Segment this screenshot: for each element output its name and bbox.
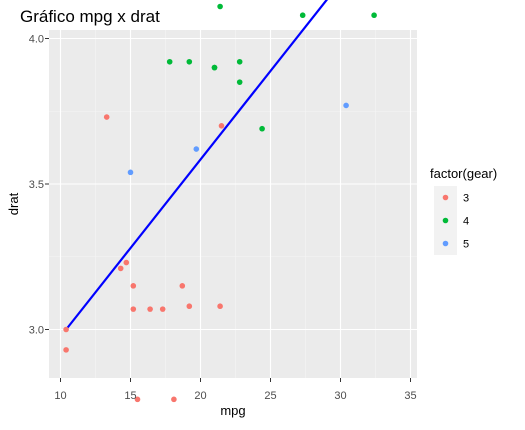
y-axis-title: drat bbox=[6, 192, 21, 215]
x-tick-label: 10 bbox=[54, 390, 66, 402]
data-point-gear-4 bbox=[236, 79, 243, 85]
data-point-gear-5 bbox=[193, 146, 200, 152]
legend-title: factor(gear) bbox=[430, 166, 497, 181]
plot-panel bbox=[49, 30, 417, 378]
data-points bbox=[63, 3, 377, 403]
data-point-gear-3 bbox=[63, 347, 69, 353]
data-point-gear-3 bbox=[134, 396, 141, 403]
data-point-gear-3 bbox=[117, 265, 124, 272]
trend-line-group bbox=[65, 0, 329, 331]
data-point-gear-3 bbox=[171, 396, 177, 403]
legend-key-gear-4 bbox=[442, 217, 449, 224]
legend-items: 3 4 5 bbox=[434, 186, 469, 255]
major-gridlines bbox=[49, 30, 417, 378]
data-point-gear-3 bbox=[217, 303, 223, 310]
x-tick-label: 15 bbox=[124, 390, 136, 402]
data-point-gear-3 bbox=[186, 303, 193, 310]
data-point-gear-4 bbox=[211, 64, 218, 71]
x-axis-title: mpg bbox=[220, 403, 245, 418]
data-point-gear-3 bbox=[130, 306, 137, 312]
trend-line bbox=[65, 0, 329, 331]
data-point-gear-4 bbox=[186, 58, 193, 65]
y-tick-label: 4.0 bbox=[29, 34, 44, 46]
data-point-gear-3 bbox=[63, 326, 69, 333]
data-point-gear-3 bbox=[179, 283, 186, 289]
data-point-gear-5 bbox=[127, 169, 134, 176]
data-point-gear-3 bbox=[103, 114, 110, 120]
legend-label-gear-3: 3 bbox=[463, 193, 469, 205]
data-point-gear-3 bbox=[123, 259, 130, 266]
legend: factor(gear) 3 4 5 bbox=[430, 166, 497, 255]
data-point-gear-4 bbox=[166, 58, 173, 65]
x-tick-label: 35 bbox=[404, 390, 416, 402]
x-tick-label: 30 bbox=[334, 390, 346, 402]
data-point-gear-4 bbox=[259, 125, 265, 132]
x-tick-label: 20 bbox=[194, 390, 206, 402]
y-tick-label: 3.5 bbox=[29, 179, 44, 191]
data-point-gear-3 bbox=[159, 306, 166, 312]
data-point-gear-4 bbox=[236, 58, 243, 65]
data-point-gear-4 bbox=[217, 3, 223, 10]
data-point-gear-5 bbox=[343, 102, 349, 109]
data-point-gear-3 bbox=[218, 123, 225, 129]
data-point-gear-4 bbox=[371, 12, 377, 19]
legend-label-gear-5: 5 bbox=[463, 239, 469, 251]
legend-key-gear-3 bbox=[442, 194, 449, 201]
legend-label-gear-4: 4 bbox=[463, 216, 469, 228]
data-point-gear-3 bbox=[130, 283, 137, 289]
data-point-gear-4 bbox=[299, 12, 306, 19]
data-point-gear-3 bbox=[147, 306, 153, 312]
legend-key-gear-5 bbox=[442, 240, 449, 247]
minor-gridlines bbox=[49, 30, 417, 378]
y-axis: 3.03.54.04.55.0 bbox=[29, 34, 49, 337]
y-tick-label: 3.0 bbox=[29, 325, 44, 337]
x-tick-label: 25 bbox=[264, 390, 276, 402]
x-axis: 10 15 20 25 30 35 bbox=[54, 378, 417, 402]
chart-title: Gráfico mpg x drat bbox=[20, 7, 160, 26]
